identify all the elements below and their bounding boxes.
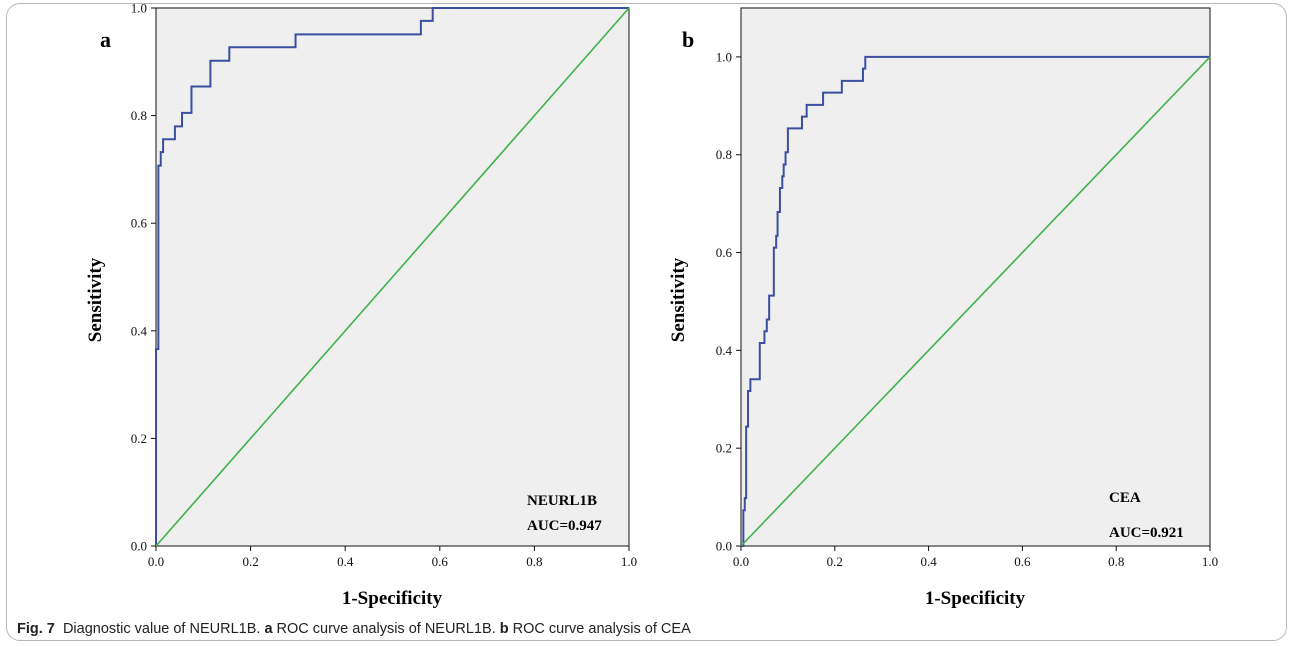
panel-a-y-tick-label: 0.4 (131, 323, 148, 338)
panel-b-x-axis-title: 1-Specificity (925, 588, 1026, 609)
panel-a-x-tick-label: 0.4 (337, 554, 354, 569)
figure-svg: 0.0 0.2 0.4 0.6 0.8 1.0 0.0 0.2 0.4 0.6 0.8 1.0 a N… (85, 1, 1218, 610)
panel-b: 0.0 0.2 0.4 0.6 0.8 1.0 0.0 0.2 0.4 0.6 0.8 1.0 b C… (668, 7, 1218, 609)
panel-a-y-axis-title: Sensitivity (85, 257, 106, 342)
panel-b-y-tick-label: 1.0 (716, 49, 732, 64)
panel-b-x-tick-label: 0.2 (827, 554, 843, 569)
panel-b-roc-curve (741, 55, 1210, 547)
panel-b-y-tick-label: 0.6 (716, 245, 733, 260)
panel-a-x-tick-label: 0.0 (148, 554, 164, 569)
panel-b-y-tick-label: 0.2 (716, 441, 732, 456)
panel-a-x-tick-label: 1.0 (621, 554, 637, 569)
panel-a-x-tick-label: 0.8 (526, 554, 542, 569)
panel-b-y-tick-label: 0.0 (716, 539, 732, 554)
caption-figure-number: Fig. 7 (17, 621, 55, 637)
panel-b-y-axis-title: Sensitivity (668, 257, 689, 342)
panel-b-marker-name: CEA (1109, 490, 1141, 506)
panel-a-x-axis-title: 1-Specificity (342, 588, 443, 609)
panel-a-y-tick-label: 0.8 (131, 108, 147, 123)
panel-a-marks: 0.0 0.2 0.4 0.6 0.8 1.0 0.0 0.2 0.4 0.6 0.8 1.0 (131, 1, 637, 570)
panel-b-marks: 0.0 0.2 0.4 0.6 0.8 1.0 0.0 0.2 0.4 0.6 0.8 1.0 (716, 49, 1218, 569)
panel-a-auc-label: AUC=0.947 (527, 518, 602, 534)
panel-b-plot-area (740, 7, 1211, 547)
panel-b-x-tick-label: 0.4 (920, 554, 937, 569)
figure-caption: Fig. 7 Diagnostic value of NEURL1B. a RO… (17, 621, 1277, 637)
panel-b-x-tick-label: 0.6 (1014, 554, 1031, 569)
caption-text-3: ROC curve analysis of CEA (508, 621, 691, 637)
caption-text-2: ROC curve analysis of NEURL1B. (272, 621, 500, 637)
panel-a-y-tick-label: 1.0 (131, 1, 147, 16)
panel-a-y-tick-label: 0.2 (131, 431, 147, 446)
panel-a-x-tick-label: 0.2 (242, 554, 258, 569)
panel-b-auc-label: AUC=0.921 (1109, 525, 1184, 541)
panel-a-roc-curve (155, 7, 629, 546)
caption-text-1: Diagnostic value of NEURL1B. (62, 621, 265, 637)
panel-a-label: a (100, 27, 111, 52)
panel-b-x-tick-label: 0.8 (1108, 554, 1124, 569)
panel-a-marker-name: NEURL1B (527, 493, 597, 509)
panel-b-y-tick-label: 0.8 (716, 147, 732, 162)
panel-a-y-tick-label: 0.0 (131, 539, 147, 554)
panel-b-x-tick-label: 0.0 (733, 554, 749, 569)
panel-b-label: b (682, 27, 694, 52)
panel-b-reference-line (740, 56, 1211, 547)
panel-a-reference-line (155, 7, 630, 547)
panel-a-x-tick-label: 0.6 (432, 554, 449, 569)
caption-ref-a: a (264, 621, 273, 637)
panel-b-x-tick-label: 1.0 (1202, 554, 1218, 569)
panel-b-y-tick-label: 0.4 (716, 343, 733, 358)
panel-a-y-tick-label: 0.6 (131, 216, 148, 231)
caption-ref-b: b (499, 621, 509, 637)
panel-a: 0.0 0.2 0.4 0.6 0.8 1.0 0.0 0.2 0.4 0.6 0.8 1.0 a N… (85, 1, 637, 610)
